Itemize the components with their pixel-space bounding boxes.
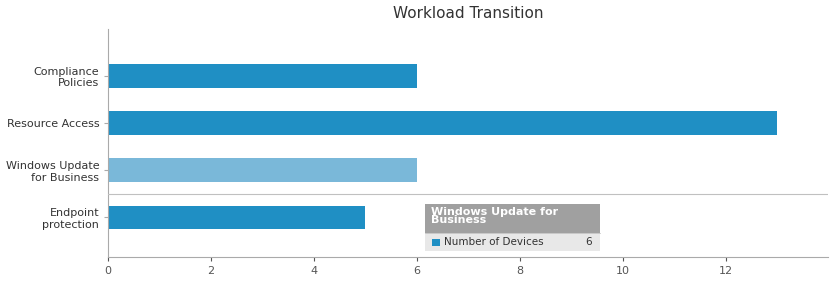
Bar [425,204,600,233]
Title: Workload Transition: Workload Transition [393,6,544,21]
Bar [108,64,417,88]
Text: Business: Business [431,215,486,225]
Bar [432,239,440,246]
Text: Windows Update for: Windows Update for [431,207,558,217]
Bar [108,206,365,229]
Bar [108,111,777,135]
Text: Number of Devices: Number of Devices [445,237,544,247]
Bar [108,158,417,182]
Text: 6: 6 [585,237,592,247]
Bar [425,233,600,251]
